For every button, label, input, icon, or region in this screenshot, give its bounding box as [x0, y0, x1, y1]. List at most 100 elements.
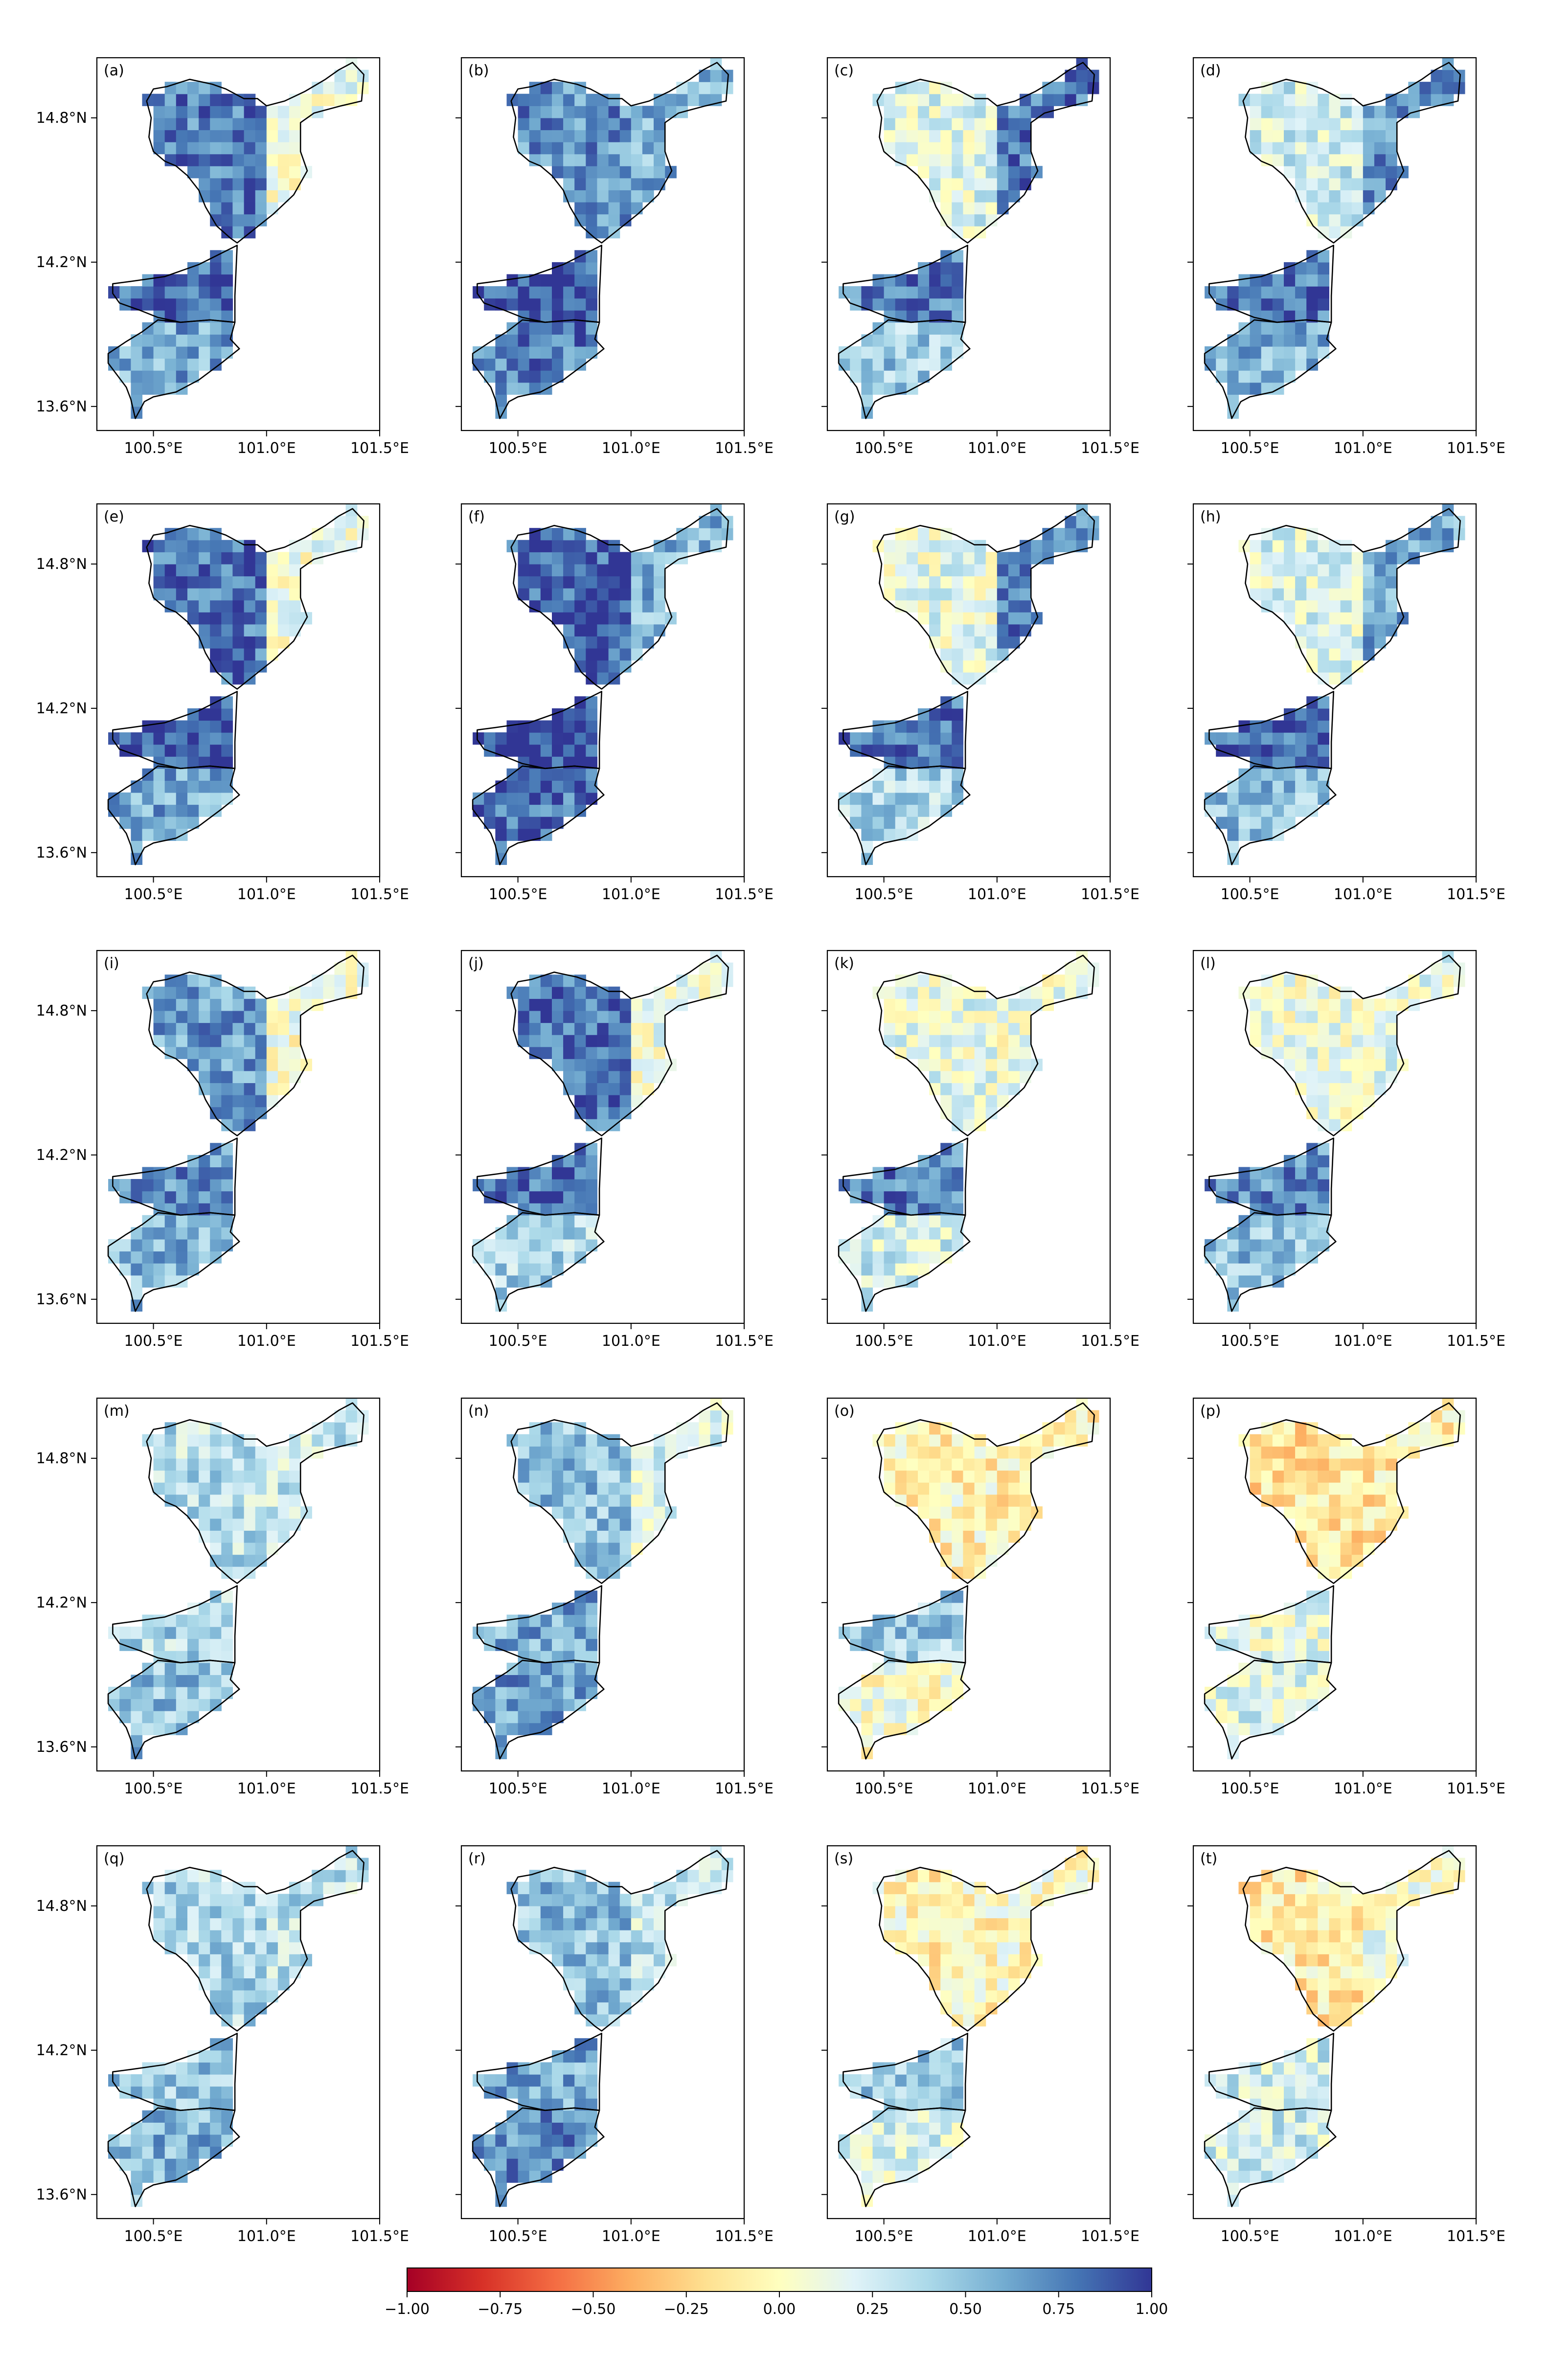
- grid-cell: [244, 1530, 256, 1543]
- grid-cell: [518, 564, 530, 577]
- grid-cell: [540, 998, 552, 1011]
- grid-cell: [232, 1506, 245, 1519]
- grid-cell: [597, 1035, 609, 1047]
- grid-cell: [850, 1711, 862, 1723]
- grid-cell: [631, 1966, 643, 1978]
- region-boundary: [838, 1212, 971, 1312]
- grid-cell: [895, 106, 907, 118]
- grid-cell: [952, 310, 963, 323]
- grid-cell: [1284, 1022, 1296, 1035]
- grid-cell: [574, 732, 586, 745]
- region-boundary: [1204, 1659, 1337, 1760]
- grid-cell: [1216, 1711, 1228, 1723]
- grid-cell: [985, 1446, 998, 1459]
- grid-cell: [940, 1083, 952, 1095]
- grid-cell: [1216, 346, 1228, 359]
- grid-cell: [199, 1530, 210, 1543]
- grid-cell: [952, 1990, 963, 2003]
- grid-cell: [1272, 334, 1284, 347]
- grid-cell: [974, 178, 986, 190]
- grid-cell: [187, 1651, 199, 1663]
- grid-cell: [164, 1167, 177, 1179]
- grid-cell: [940, 1227, 952, 1240]
- grid-cell: [199, 1870, 210, 1882]
- grid-cell: [1351, 1942, 1364, 1954]
- grid-cell: [1431, 1410, 1443, 1423]
- grid-cell: [997, 1518, 1009, 1531]
- grid-cell: [552, 1434, 564, 1447]
- grid-cell: [334, 82, 346, 94]
- grid-cell: [187, 1954, 199, 1967]
- grid-cell: [232, 1918, 245, 1930]
- grid-cell: [484, 2074, 496, 2087]
- grid-cell: [1306, 286, 1318, 299]
- grid-cell: [574, 93, 586, 106]
- grid-cell: [563, 1966, 575, 1978]
- grid-cell: [1374, 130, 1386, 142]
- panel-label: (o): [834, 1403, 855, 1420]
- grid-cell: [199, 1434, 210, 1447]
- grid-cell: [1216, 298, 1228, 311]
- grid-cell: [221, 1434, 233, 1447]
- grid-cell: [176, 1239, 188, 1252]
- grid-cell: [210, 1083, 222, 1095]
- grid-cell: [266, 190, 278, 203]
- grid-cell: [540, 358, 552, 371]
- grid-cell: [484, 2158, 496, 2171]
- grid-cell: [552, 117, 564, 131]
- grid-cell: [1284, 744, 1296, 757]
- grid-cell: [1397, 106, 1409, 118]
- axes-frame: [826, 57, 1111, 431]
- grid-cell: [940, 1251, 952, 1264]
- grid-cell: [940, 2074, 952, 2087]
- grid-cell: [142, 274, 154, 287]
- grid-cell: [586, 1942, 597, 1954]
- grid-cell: [1065, 975, 1077, 987]
- grid-cell: [861, 1699, 873, 1711]
- grid-cell: [1261, 1263, 1273, 1276]
- grid-cell: [540, 732, 552, 745]
- grid-cell: [518, 792, 530, 805]
- grid-cell: [529, 1894, 541, 1906]
- grid-cell: [1250, 744, 1262, 757]
- grid-cell: [1284, 540, 1296, 552]
- grid-cell: [563, 576, 575, 589]
- grid-cell: [631, 552, 643, 565]
- grid-cell: [187, 720, 199, 733]
- grid-cell: [963, 1083, 975, 1095]
- grid-cell: [529, 358, 541, 371]
- grid-cell: [850, 1179, 862, 1192]
- grid-cell: [210, 1251, 222, 1264]
- grid-cell: [1295, 1083, 1307, 1095]
- grid-cell: [586, 1167, 597, 1179]
- grid-cell: [289, 576, 301, 589]
- grid-cell: [221, 998, 233, 1011]
- grid-cell: [872, 1167, 885, 1179]
- grid-cell: [884, 1227, 896, 1240]
- grid-cell: [552, 286, 564, 299]
- grid-cell: [906, 792, 918, 805]
- grid-cell: [323, 1881, 335, 1894]
- grid-cell: [608, 106, 620, 118]
- colorbar-tick-label: 0.25: [856, 2301, 889, 2318]
- grid-cell: [1272, 528, 1284, 541]
- grid-cell: [1340, 1070, 1352, 1083]
- grid-cell: [153, 310, 165, 323]
- grid-cell: [153, 1022, 165, 1035]
- grid-cell: [1216, 286, 1228, 299]
- grid-cell: [176, 1422, 188, 1435]
- grid-cell: [1363, 612, 1375, 625]
- grid-cell: [631, 624, 643, 636]
- grid-cell: [906, 720, 918, 733]
- grid-cell: [529, 382, 541, 395]
- grid-cell: [586, 1954, 597, 1967]
- grid-cell: [1284, 1010, 1296, 1023]
- grid-cell: [187, 310, 199, 323]
- region-boundary: [876, 1850, 1095, 2032]
- grid-cell: [552, 346, 564, 359]
- grid-cell: [1261, 552, 1273, 565]
- grid-cell: [586, 1239, 597, 1252]
- x-tick-label: 101.0°E: [968, 1780, 1026, 1797]
- grid-cell: [529, 1942, 541, 1954]
- grid-cell: [1363, 117, 1375, 131]
